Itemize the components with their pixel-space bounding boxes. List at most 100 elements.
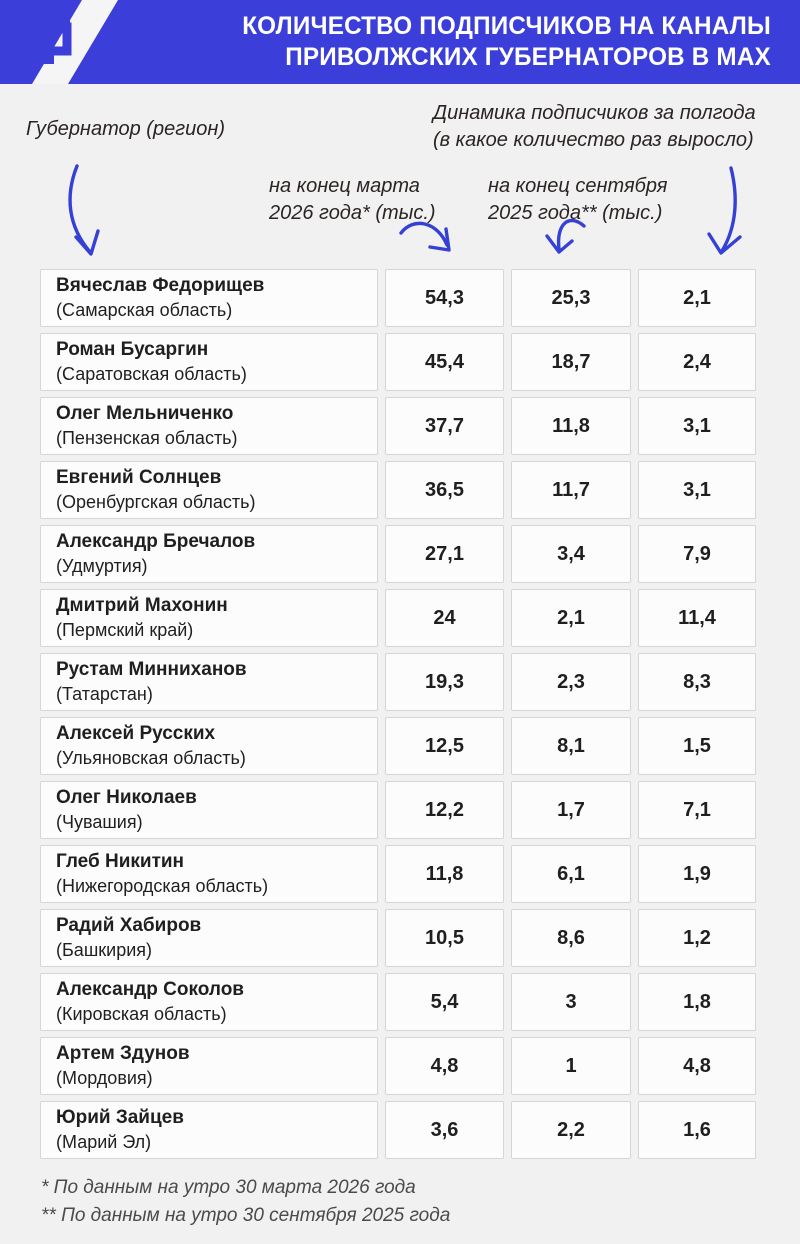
governor-region: (Марий Эл) xyxy=(56,1132,152,1152)
governor-cell: Александр Бречалов (Удмуртия) xyxy=(40,525,378,583)
governor-region: (Пензенская область) xyxy=(56,428,238,448)
september-label-line2: 2025 года** (тыс.) xyxy=(488,202,663,224)
governor-column-label: Губернатор (регион) xyxy=(26,118,225,140)
growth-multiplier-value: 1,6 xyxy=(638,1101,756,1159)
march-2026-value: 4,8 xyxy=(385,1037,504,1095)
september-2025-value: 2,2 xyxy=(511,1101,631,1159)
governor-cell: Дмитрий Махонин (Пермский край) xyxy=(40,589,378,647)
logo-f-icon xyxy=(0,0,135,84)
governor-region: (Самарская область) xyxy=(56,300,233,320)
march-2026-value: 3,6 xyxy=(385,1101,504,1159)
march-2026-value: 54,3 xyxy=(385,269,504,327)
growth-multiplier-value: 3,1 xyxy=(638,397,756,455)
september-2025-value: 3 xyxy=(511,973,631,1031)
table-row: Александр Соколов (Кировская область) 5,… xyxy=(40,973,756,1031)
march-2026-value: 45,4 xyxy=(385,333,504,391)
march-arrowhead-icon xyxy=(428,227,451,252)
table-row: Александр Бречалов (Удмуртия) 27,1 3,4 7… xyxy=(40,525,756,583)
governor-cell: Вячеслав Федорищев (Самарская область) xyxy=(40,269,378,327)
governor-cell: Олег Николаев (Чувашия) xyxy=(40,781,378,839)
table-row: Алексей Русских (Ульяновская область) 12… xyxy=(40,717,756,775)
dynamics-column-label: Динамика подписчиков за полгода (в какое… xyxy=(433,100,756,154)
governor-region: (Удмуртия) xyxy=(56,556,148,576)
growth-multiplier-value: 4,8 xyxy=(638,1037,756,1095)
growth-multiplier-value: 3,1 xyxy=(638,461,756,519)
growth-multiplier-value: 1,9 xyxy=(638,845,756,903)
growth-multiplier-value: 1,8 xyxy=(638,973,756,1031)
march-2026-value: 11,8 xyxy=(385,845,504,903)
governor-cell: Рустам Минниханов (Татарстан) xyxy=(40,653,378,711)
september-2025-value: 11,8 xyxy=(511,397,631,455)
table-row: Юрий Зайцев (Марий Эл) 3,6 2,2 1,6 xyxy=(40,1101,756,1159)
table-row: Артем Здунов (Мордовия) 4,8 1 4,8 xyxy=(40,1037,756,1095)
governor-arrow-icon xyxy=(68,164,92,254)
governor-name: Юрий Зайцев xyxy=(56,1107,184,1128)
governor-name: Александр Соколов xyxy=(56,979,244,1000)
footnote-september: ** По данным на утро 30 сентября 2025 го… xyxy=(41,1205,451,1226)
september-column-label: на конец сентября 2025 года** (тыс.) xyxy=(488,173,667,227)
governor-name: Радий Хабиров xyxy=(56,915,202,936)
march-label-line1: на конец марта xyxy=(269,175,420,197)
governor-region: (Оренбургская область) xyxy=(56,492,256,512)
growth-multiplier-value: 7,1 xyxy=(638,781,756,839)
governor-name: Алексей Русских xyxy=(56,723,216,744)
september-2025-value: 1,7 xyxy=(511,781,631,839)
table-row: Роман Бусаргин (Саратовская область) 45,… xyxy=(40,333,756,391)
growth-multiplier-value: 7,9 xyxy=(638,525,756,583)
september-2025-value: 8,6 xyxy=(511,909,631,967)
september-arrowhead-icon xyxy=(545,234,574,254)
page-title: КОЛИЧЕСТВО ПОДПИСЧИКОВ НА КАНАЛЫ ПРИВОЛЖ… xyxy=(160,0,800,84)
table-row: Вячеслав Федорищев (Самарская область) 5… xyxy=(40,269,756,327)
governor-name: Александр Бречалов xyxy=(56,531,256,552)
march-2026-value: 12,2 xyxy=(385,781,504,839)
governor-name: Дмитрий Махонин xyxy=(56,595,228,616)
governor-region: (Чувашия) xyxy=(56,812,143,832)
september-2025-value: 11,7 xyxy=(511,461,631,519)
september-2025-value: 25,3 xyxy=(511,269,631,327)
governor-cell: Глеб Никитин (Нижегородская область) xyxy=(40,845,378,903)
september-label-line1: на конец сентября xyxy=(488,175,668,197)
governor-name: Евгений Солнцев xyxy=(56,467,222,488)
governor-region: (Кировская область) xyxy=(56,1004,227,1024)
table-row: Олег Мельниченко (Пензенская область) 37… xyxy=(40,397,756,455)
september-2025-value: 2,3 xyxy=(511,653,631,711)
governor-region: (Пермский край) xyxy=(56,620,194,640)
governor-region: (Мордовия) xyxy=(56,1068,153,1088)
march-2026-value: 36,5 xyxy=(385,461,504,519)
governor-name: Олег Мельниченко xyxy=(56,403,234,424)
governor-cell: Роман Бусаргин (Саратовская область) xyxy=(40,333,378,391)
march-label-line2: 2026 года* (тыс.) xyxy=(269,202,436,224)
march-2026-value: 19,3 xyxy=(385,653,504,711)
table-row: Глеб Никитин (Нижегородская область) 11,… xyxy=(40,845,756,903)
governor-cell: Олег Мельниченко (Пензенская область) xyxy=(40,397,378,455)
dynamics-arrowhead-icon xyxy=(707,232,742,255)
september-2025-value: 1 xyxy=(511,1037,631,1095)
dynamics-label-line1: Динамика подписчиков за полгода xyxy=(433,102,756,124)
governor-name: Роман Бусаргин xyxy=(56,339,209,360)
table-row: Дмитрий Махонин (Пермский край) 24 2,1 1… xyxy=(40,589,756,647)
governor-name: Рустам Минниханов xyxy=(56,659,247,680)
governor-name: Глеб Никитин xyxy=(56,851,185,872)
growth-multiplier-value: 2,1 xyxy=(638,269,756,327)
footnote-march: * По данным на утро 30 марта 2026 года xyxy=(41,1177,416,1198)
growth-multiplier-value: 11,4 xyxy=(638,589,756,647)
september-2025-value: 18,7 xyxy=(511,333,631,391)
governor-name: Олег Николаев xyxy=(56,787,197,808)
march-2026-value: 37,7 xyxy=(385,397,504,455)
table-row: Радий Хабиров (Башкирия) 10,5 8,6 1,2 xyxy=(40,909,756,967)
september-2025-value: 6,1 xyxy=(511,845,631,903)
governor-arrowhead-icon xyxy=(74,229,100,256)
september-2025-value: 8,1 xyxy=(511,717,631,775)
september-2025-value: 2,1 xyxy=(511,589,631,647)
growth-multiplier-value: 1,2 xyxy=(638,909,756,967)
header-banner: КОЛИЧЕСТВО ПОДПИСЧИКОВ НА КАНАЛЫ ПРИВОЛЖ… xyxy=(0,0,800,84)
september-2025-value: 3,4 xyxy=(511,525,631,583)
dynamics-label-line2: (в какое количество раз выросло) xyxy=(433,129,754,151)
page-title-line1: КОЛИЧЕСТВО ПОДПИСЧИКОВ НА КАНАЛЫ xyxy=(242,12,771,40)
governor-name: Вячеслав Федорищев xyxy=(56,275,265,296)
governor-name: Артем Здунов xyxy=(56,1043,190,1064)
growth-multiplier-value: 8,3 xyxy=(638,653,756,711)
growth-multiplier-value: 2,4 xyxy=(638,333,756,391)
governor-cell: Артем Здунов (Мордовия) xyxy=(40,1037,378,1095)
